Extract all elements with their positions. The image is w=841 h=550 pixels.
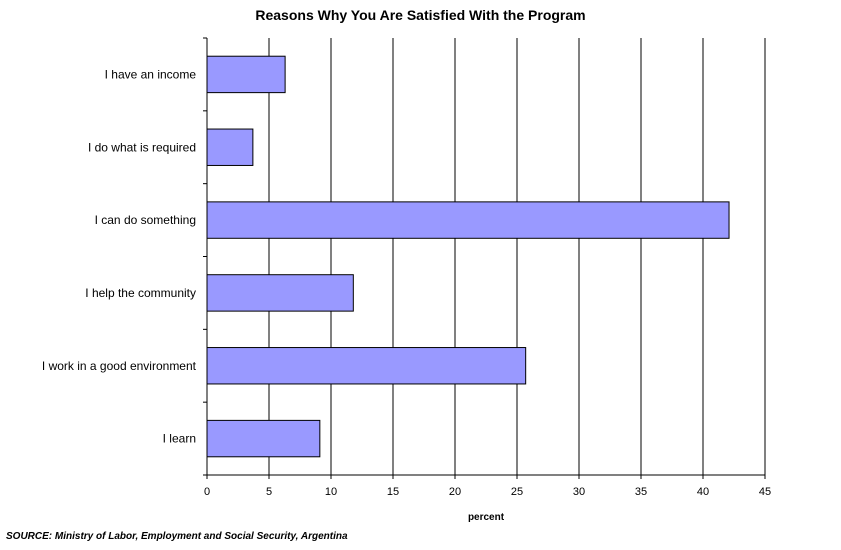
category-labels: I have an income I do what is required I c… bbox=[42, 67, 197, 445]
category-label: I can do something bbox=[95, 213, 196, 227]
bar-chart: 0 5 10 15 20 25 30 35 40 45 I have an income I do … bbox=[42, 37, 771, 523]
x-tick-label: 25 bbox=[511, 486, 523, 498]
bar bbox=[206, 128, 254, 166]
gridlines bbox=[268, 38, 766, 475]
x-tick-label: 45 bbox=[759, 486, 771, 498]
chart-title: Reasons Why You Are Satisfied With the P… bbox=[255, 7, 586, 23]
category-label: I do what is required bbox=[88, 140, 196, 154]
x-tick-label: 30 bbox=[573, 486, 585, 498]
x-tick-label: 5 bbox=[266, 486, 272, 498]
x-tick-label: 35 bbox=[635, 486, 647, 498]
x-tick-label: 20 bbox=[449, 486, 461, 498]
bar bbox=[206, 55, 286, 94]
category-label: I have an income bbox=[105, 67, 197, 81]
x-tick-label: 15 bbox=[387, 486, 399, 498]
x-tick-label: 40 bbox=[697, 486, 709, 498]
bar bbox=[206, 347, 527, 385]
x-axis-label: percent bbox=[468, 512, 505, 523]
bar bbox=[206, 419, 321, 458]
x-tick-label: 10 bbox=[325, 486, 337, 498]
tick-labels: 0 5 10 15 20 25 30 35 40 45 bbox=[204, 486, 771, 498]
bar bbox=[206, 201, 730, 239]
source-note: SOURCE: Ministry of Labor, Employment an… bbox=[6, 531, 348, 542]
bars bbox=[206, 55, 730, 458]
category-label: I work in a good environment bbox=[42, 359, 197, 373]
x-tick-label: 0 bbox=[204, 486, 210, 498]
axes bbox=[203, 37, 766, 479]
bar bbox=[206, 274, 354, 312]
category-label: I help the community bbox=[85, 286, 196, 300]
category-label: I learn bbox=[163, 432, 196, 446]
